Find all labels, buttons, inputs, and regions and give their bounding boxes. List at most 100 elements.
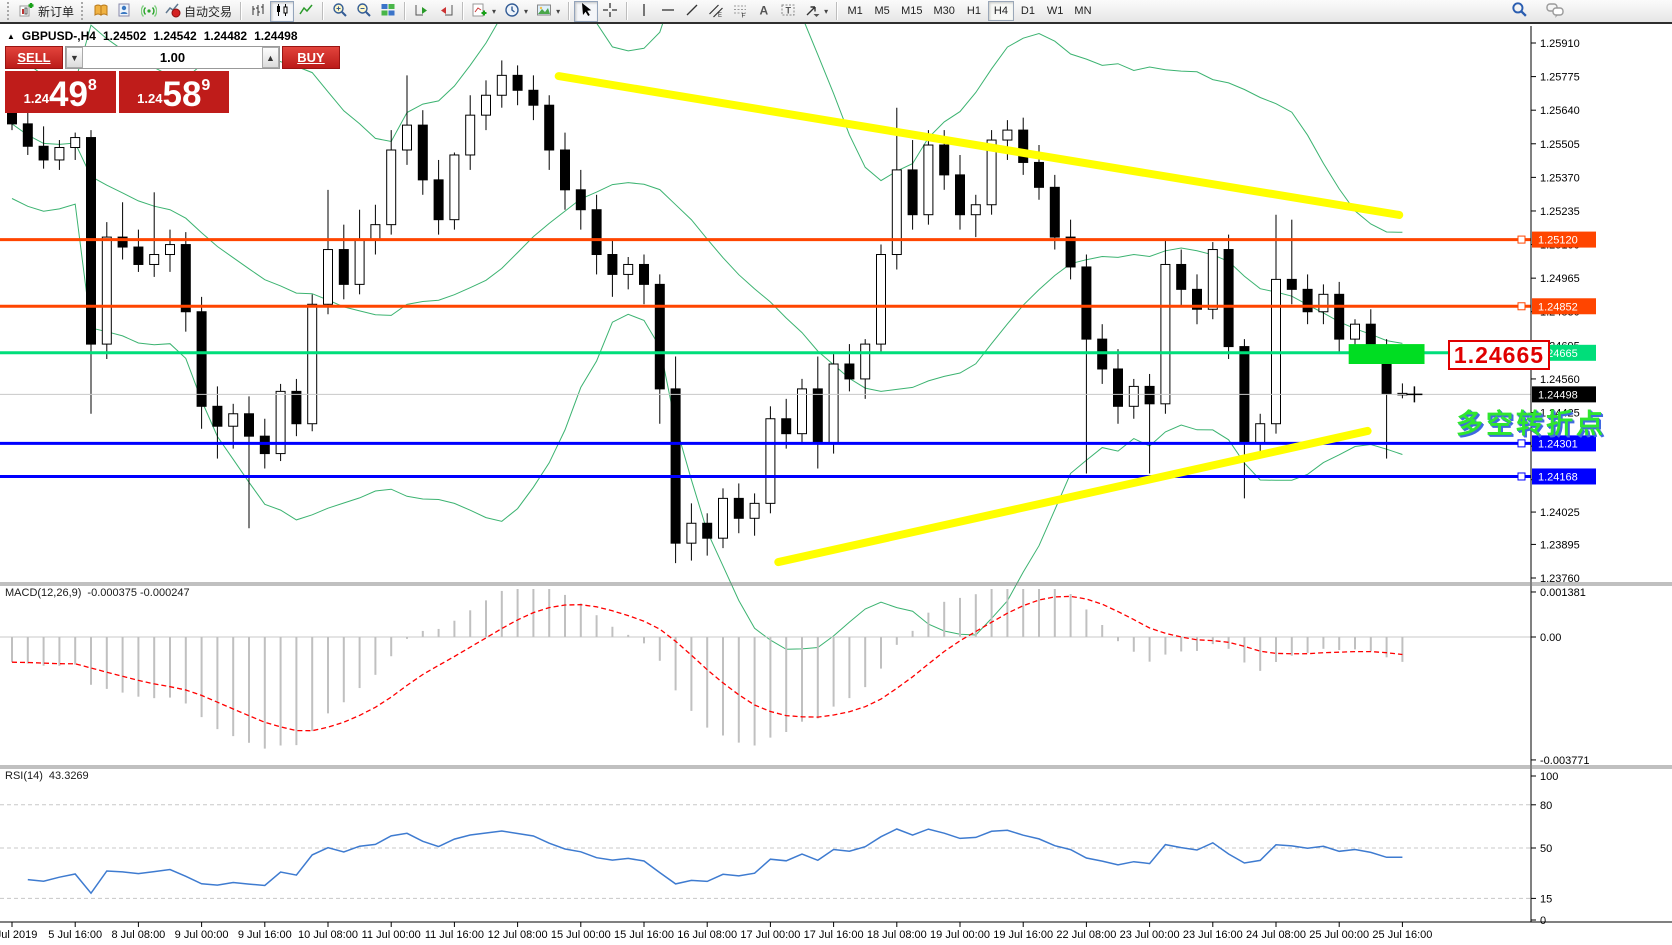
channel-button[interactable]: E xyxy=(704,1,728,22)
price-tick-label: 1.24560 xyxy=(1540,374,1580,386)
timeframe-w1-button[interactable]: W1 xyxy=(1042,1,1069,21)
history-center-button[interactable] xyxy=(89,1,113,22)
candle-body xyxy=(291,390,302,425)
timeframe-m5-button[interactable]: M5 xyxy=(869,1,895,21)
price-tick-label: 1.24425 xyxy=(1540,408,1580,420)
price-tag[interactable]: 1.24168 xyxy=(1517,468,1596,485)
price-tick-label: 1.25910 xyxy=(1540,38,1580,50)
candle-body xyxy=(607,254,618,275)
buy-button[interactable]: BUY xyxy=(282,46,340,69)
volume-decrease-button[interactable]: ▼ xyxy=(66,47,83,68)
search-button[interactable] xyxy=(1507,1,1532,22)
indicators-button[interactable]: ▾ xyxy=(468,1,500,22)
vertical-line-button[interactable] xyxy=(632,1,656,22)
timeframe-m15-button[interactable]: M15 xyxy=(896,1,927,21)
highlight-rect[interactable] xyxy=(1348,344,1425,365)
text-label-icon: T xyxy=(780,2,796,21)
toolbar-separator xyxy=(836,2,839,20)
timeframe-h1-button[interactable]: H1 xyxy=(961,1,987,21)
toolbar-grip[interactable] xyxy=(81,2,86,20)
price-tag[interactable]: 1.25120 xyxy=(1517,231,1596,248)
timeframe-mn-button[interactable]: MN xyxy=(1069,1,1096,21)
candle-body xyxy=(1255,423,1266,445)
rsi-tick-label: 100 xyxy=(1540,771,1558,783)
price-tick-label: 1.25505 xyxy=(1540,139,1580,151)
crosshair-button[interactable] xyxy=(598,1,622,22)
candle-body xyxy=(1239,346,1250,445)
community-button[interactable] xyxy=(113,1,137,22)
line-handle xyxy=(1517,439,1526,448)
candle-body xyxy=(939,144,950,176)
timeframe-d1-button[interactable]: D1 xyxy=(1015,1,1041,21)
price-level-lines xyxy=(0,238,1531,478)
close-value: 1.24498 xyxy=(254,29,298,43)
price-tag[interactable]: 1.24852 xyxy=(1517,298,1596,315)
arrows-button[interactable]: ▾ xyxy=(800,1,832,22)
cursor-icon xyxy=(578,2,594,21)
bar-chart-button[interactable] xyxy=(246,1,270,22)
level-annotation-box[interactable]: 1.24665 xyxy=(1448,340,1550,370)
candle-body xyxy=(180,244,191,313)
cursor-button[interactable] xyxy=(574,0,599,22)
book-icon xyxy=(93,2,109,21)
high-value: 1.24542 xyxy=(153,29,197,43)
signal-icon xyxy=(140,2,158,21)
arrows-icon xyxy=(804,2,820,21)
zoom-out-button[interactable] xyxy=(352,1,376,22)
pivot-annotation-text[interactable]: 多空转折点 xyxy=(1456,409,1606,439)
line-handle xyxy=(1517,302,1526,311)
timeframe-m1-button[interactable]: M1 xyxy=(842,1,868,21)
svg-text:1.24498: 1.24498 xyxy=(1538,389,1578,401)
candle-body xyxy=(1034,161,1044,188)
timeframe-h4-button[interactable]: H4 xyxy=(987,1,1014,21)
horizontal-line-button[interactable] xyxy=(656,1,680,22)
price-tick-label: 1.24025 xyxy=(1540,507,1580,519)
svg-text:1.24301: 1.24301 xyxy=(1538,438,1578,450)
candle-body xyxy=(307,303,318,425)
signals-button[interactable] xyxy=(137,1,161,22)
auto-scroll-button[interactable] xyxy=(410,1,434,22)
ask-price[interactable]: 1.24 58 9 xyxy=(118,71,229,113)
templates-button[interactable]: ▾ xyxy=(532,1,564,22)
chart-shift-button[interactable] xyxy=(434,1,458,22)
time-tick-label: 10 Jul 08:00 xyxy=(298,929,358,941)
toolbar-separator xyxy=(462,2,465,20)
time-tick-label: 15 Jul 16:00 xyxy=(614,929,674,941)
price-tag[interactable]: 1.24301 xyxy=(1517,435,1596,452)
price-tick-label: 1.25235 xyxy=(1540,206,1580,218)
tile-windows-button[interactable] xyxy=(376,1,400,22)
symbol-name: GBPUSD-,H4 xyxy=(21,29,96,43)
candle-body xyxy=(639,263,649,285)
candle-body xyxy=(386,149,397,226)
timeframe-m30-button[interactable]: M30 xyxy=(929,1,960,21)
candlestick-chart-button[interactable] xyxy=(270,0,295,22)
zoom-in-button[interactable] xyxy=(328,1,352,22)
sell-button[interactable]: SELL xyxy=(5,46,63,69)
trendline-button[interactable] xyxy=(680,1,704,22)
periods-button[interactable]: ▾ xyxy=(500,1,532,22)
text-label-button[interactable]: T xyxy=(776,1,800,22)
svg-text:A: A xyxy=(760,3,769,17)
chat-button[interactable] xyxy=(1542,1,1568,22)
line-chart-button[interactable] xyxy=(294,1,318,22)
toolbar-grip[interactable] xyxy=(7,2,12,20)
candle-body xyxy=(101,236,112,345)
trendline-ascending-support[interactable] xyxy=(774,426,1372,567)
trendline-descending-resistance[interactable] xyxy=(554,72,1404,219)
volume-input[interactable] xyxy=(83,47,262,68)
candle-body xyxy=(354,239,365,285)
volume-increase-button[interactable]: ▲ xyxy=(262,47,279,68)
bid-price[interactable]: 1.24 49 8 xyxy=(5,71,116,113)
autotrading-button[interactable]: 自动交易 xyxy=(161,1,236,22)
candle-body xyxy=(1049,186,1060,238)
toolbar-separator xyxy=(240,2,243,20)
new-order-button[interactable]: 新订单 xyxy=(15,1,78,22)
time-tick-label: 19 Jul 00:00 xyxy=(930,929,990,941)
trendline-icon xyxy=(684,2,700,21)
fibonacci-button[interactable]: F xyxy=(728,1,752,22)
price-tag[interactable]: 1.24498 xyxy=(1532,386,1596,403)
text-button[interactable]: A xyxy=(752,1,776,22)
periods-icon xyxy=(504,2,520,21)
symbol-arrow-icon: ▲ xyxy=(7,31,15,41)
